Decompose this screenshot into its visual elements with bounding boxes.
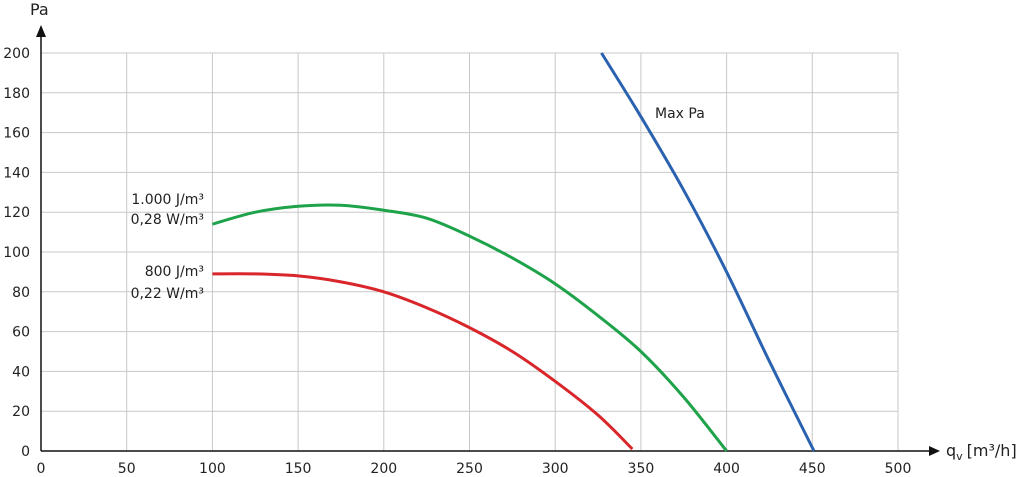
x-tick-label: 300 [542, 461, 569, 477]
y-tick-label: 200 [3, 46, 30, 62]
annotations: 1.000 J/m³ 0,28 W/m³ 800 J/m³ 0,22 W/m³ Max … [131, 106, 705, 302]
x-tick-label: 0 [37, 461, 46, 477]
x-tick-label: 400 [713, 461, 740, 477]
y-tick-label: 180 [3, 86, 30, 102]
y-axis-title: Pa [30, 0, 49, 19]
y-axis-arrow [36, 25, 46, 37]
series-lines [211, 52, 816, 452]
x-tick-label: 450 [799, 461, 826, 477]
x-tick-label: 250 [456, 461, 483, 477]
x-tick-label: 100 [199, 461, 226, 477]
x-axis-title-main: q [946, 441, 956, 460]
y-tick-label: 40 [12, 364, 30, 380]
series-line-2 [212, 272, 634, 451]
annotation-label: 1.000 J/m³ [131, 192, 204, 208]
y-tick-label: 20 [12, 404, 30, 420]
series-label: Max Pa [655, 106, 705, 122]
x-tick-label: 50 [118, 461, 136, 477]
y-tick-label: 160 [3, 126, 30, 142]
x-axis-title-unit: [m³/h] [967, 441, 1017, 460]
x-tick-label: 150 [285, 461, 312, 477]
grid [41, 52, 899, 451]
y-tick-label: 120 [3, 205, 30, 221]
y-tick-label: 100 [3, 245, 30, 261]
annotation-label: 0,28 W/m³ [131, 212, 204, 228]
x-axis-arrow [929, 446, 940, 456]
series-line-1 [211, 203, 728, 452]
annotation-label: 800 J/m³ [145, 264, 204, 280]
series-line-3 [600, 52, 816, 452]
y-tick-label: 60 [12, 325, 30, 341]
y-tick-label: 80 [12, 285, 30, 301]
x-axis-title-sub: v [956, 450, 963, 463]
x-axis-title: qv [m³/h] [946, 441, 1017, 463]
y-tick-label: 140 [3, 165, 30, 181]
axes [36, 25, 940, 456]
x-tick-label: 500 [885, 461, 912, 477]
x-tick-label: 200 [370, 461, 397, 477]
tick-labels: 0 50 100 150 200 250 300 350 400 450 500 0 20 40 60 80 1… [3, 46, 911, 477]
x-tick-label: 350 [628, 461, 655, 477]
annotation-label: 0,22 W/m³ [131, 286, 204, 302]
y-tick-label: 0 [21, 444, 30, 460]
